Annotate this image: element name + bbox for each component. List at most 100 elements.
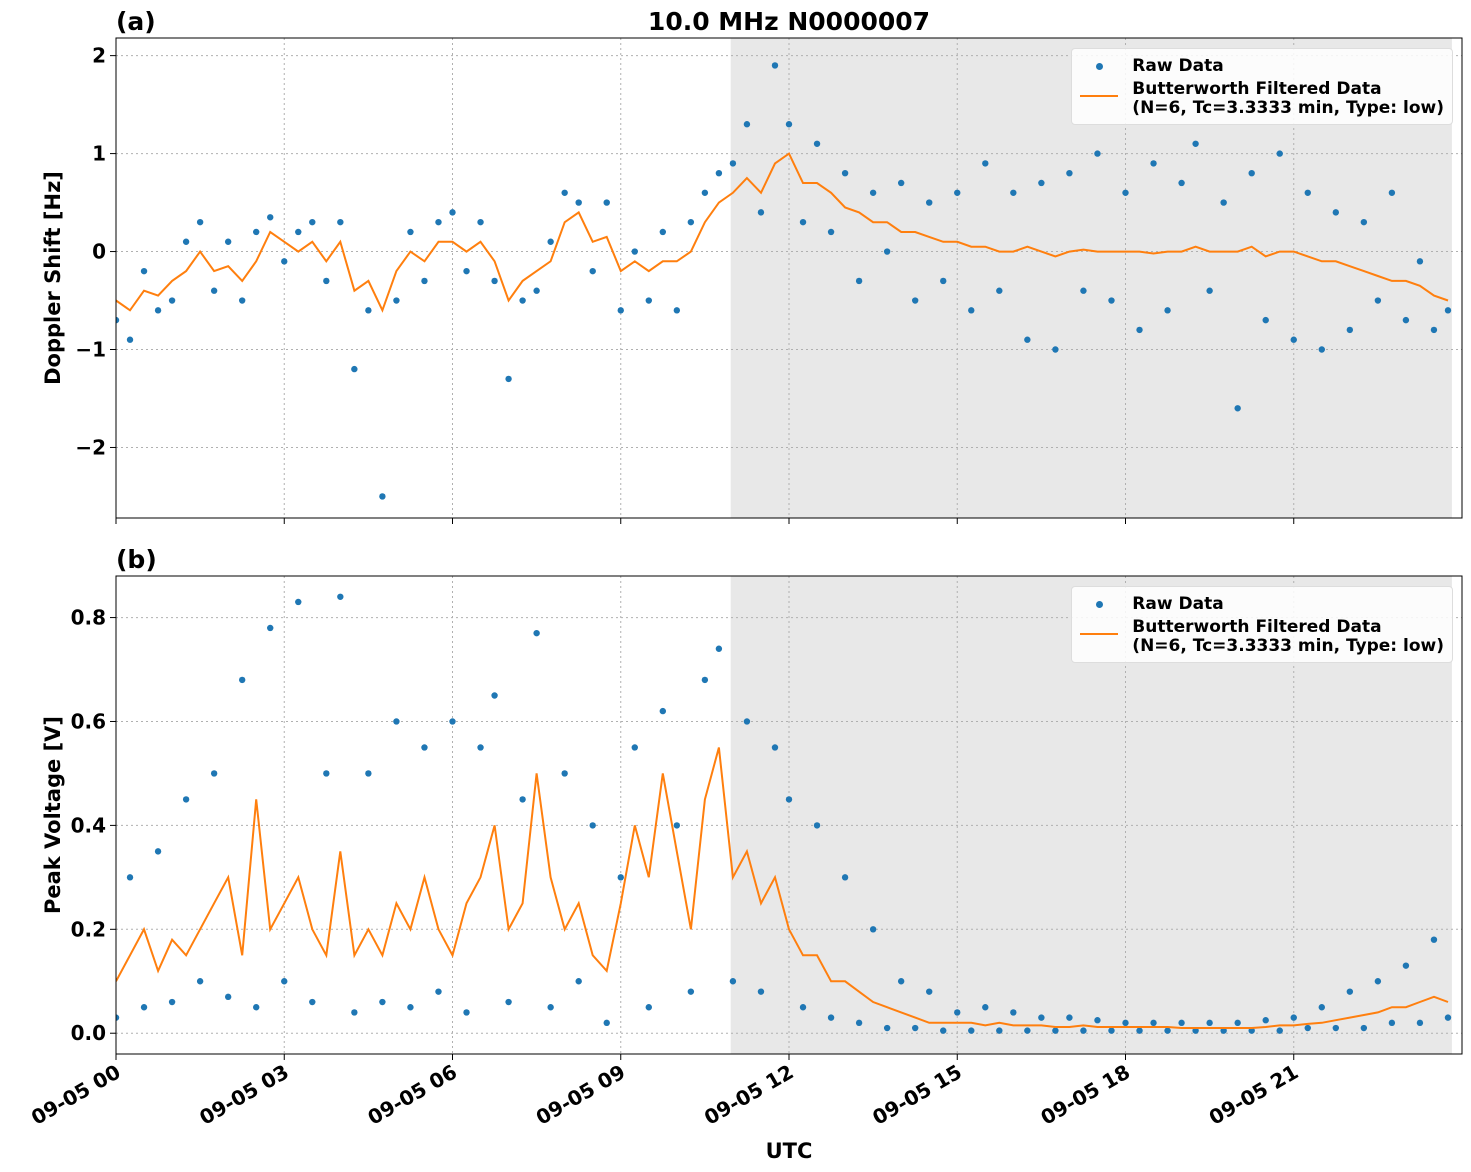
raw-point bbox=[253, 1004, 260, 1011]
raw-point bbox=[687, 218, 695, 226]
raw-point bbox=[351, 1009, 358, 1016]
raw-point bbox=[196, 978, 204, 985]
raw-point bbox=[1038, 179, 1045, 187]
raw-point bbox=[715, 645, 723, 652]
raw-point bbox=[575, 199, 582, 206]
raw-point bbox=[253, 228, 260, 236]
legend-key bbox=[1078, 595, 1118, 614]
y-tick-label: 0.4 bbox=[71, 813, 106, 837]
raw-point bbox=[477, 744, 484, 751]
plot-area bbox=[116, 593, 1452, 1034]
raw-point bbox=[617, 307, 624, 314]
raw-point bbox=[196, 218, 204, 226]
raw-point bbox=[1374, 297, 1382, 304]
raw-point bbox=[897, 978, 905, 985]
raw-point bbox=[982, 1004, 989, 1011]
legend-entry: Butterworth Filtered Data (N=6, Tc=3.333… bbox=[1078, 80, 1444, 118]
raw-point bbox=[968, 307, 975, 314]
raw-point bbox=[1052, 1027, 1059, 1034]
raw-point bbox=[799, 1004, 807, 1011]
raw-point bbox=[238, 297, 246, 304]
raw-point bbox=[140, 1004, 148, 1011]
raw-point bbox=[715, 169, 723, 177]
raw-point bbox=[1248, 169, 1255, 177]
raw-point bbox=[757, 209, 765, 216]
raw-point bbox=[982, 160, 989, 167]
raw-point bbox=[1178, 1019, 1185, 1027]
raw-point bbox=[210, 287, 218, 294]
raw-point bbox=[757, 988, 765, 995]
x-axis-label: UTC bbox=[766, 1139, 813, 1163]
raw-point bbox=[575, 978, 582, 985]
raw-point bbox=[869, 926, 877, 933]
y-tick-label: 0.6 bbox=[71, 709, 106, 733]
raw-point bbox=[1262, 1017, 1269, 1024]
y-tick-label: 0.0 bbox=[71, 1021, 106, 1045]
axes-frame bbox=[115, 575, 1463, 1055]
raw-point bbox=[926, 988, 933, 995]
legend-key bbox=[1078, 80, 1119, 99]
raw-point bbox=[1052, 346, 1059, 353]
x-tick-label: 09-05 09 bbox=[532, 1060, 630, 1130]
raw-point bbox=[561, 189, 568, 196]
raw-point bbox=[1360, 1024, 1368, 1032]
raw-point bbox=[1192, 140, 1199, 147]
raw-point bbox=[729, 978, 737, 985]
raw-point bbox=[533, 629, 540, 637]
raw-point bbox=[617, 874, 624, 881]
raw-point bbox=[743, 121, 751, 128]
raw-point bbox=[1388, 1019, 1396, 1027]
raw-point bbox=[337, 593, 344, 600]
raw-point bbox=[1122, 189, 1129, 196]
raw-point bbox=[1430, 936, 1438, 943]
raw-point bbox=[224, 238, 232, 245]
raw-point bbox=[491, 277, 498, 285]
raw-point bbox=[407, 228, 414, 236]
raw-point bbox=[940, 1027, 947, 1034]
raw-point bbox=[659, 228, 667, 236]
raw-point bbox=[785, 121, 793, 128]
raw-point bbox=[1234, 1019, 1241, 1027]
raw-point bbox=[813, 822, 821, 829]
raw-point bbox=[729, 160, 737, 167]
raw-point bbox=[210, 770, 218, 777]
raw-point bbox=[1276, 1027, 1283, 1034]
raw-point bbox=[1136, 326, 1143, 334]
raw-point bbox=[1108, 1027, 1115, 1034]
raw-point bbox=[1374, 978, 1382, 985]
legend-entry: Butterworth Filtered Data (N=6, Tc=3.333… bbox=[1078, 618, 1444, 656]
raw-point bbox=[182, 796, 190, 803]
raw-point bbox=[533, 287, 540, 294]
raw-point bbox=[224, 993, 232, 1001]
raw-point bbox=[116, 1014, 120, 1021]
y-tick-label: 2 bbox=[92, 44, 106, 68]
raw-point bbox=[1164, 1027, 1171, 1034]
raw-point bbox=[463, 1009, 470, 1016]
raw-point bbox=[1290, 1014, 1297, 1021]
raw-point bbox=[379, 493, 386, 500]
raw-point bbox=[1066, 169, 1073, 177]
raw-point bbox=[140, 267, 148, 275]
raw-point bbox=[1220, 1027, 1227, 1034]
raw-point bbox=[911, 297, 919, 304]
raw-point bbox=[1332, 1024, 1340, 1032]
raw-point bbox=[351, 365, 358, 373]
raw-point bbox=[561, 770, 568, 777]
raw-point bbox=[379, 998, 386, 1006]
raw-point bbox=[267, 624, 274, 632]
raw-point bbox=[1164, 307, 1171, 314]
raw-point bbox=[281, 258, 288, 265]
raw-point bbox=[1024, 1027, 1031, 1034]
legend-label: Raw Data bbox=[1132, 56, 1224, 76]
raw-point bbox=[1024, 336, 1031, 343]
raw-point bbox=[1206, 287, 1213, 294]
raw-point bbox=[659, 707, 667, 715]
raw-point bbox=[603, 1019, 610, 1027]
legend: Raw Data Butterworth Filtered Data (N=6, … bbox=[1071, 48, 1453, 125]
raw-point bbox=[771, 62, 779, 69]
raw-point bbox=[673, 307, 681, 314]
raw-point bbox=[323, 277, 330, 285]
x-tick-label: 09-05 15 bbox=[868, 1060, 966, 1130]
y-tick-label: 0.2 bbox=[71, 917, 106, 941]
legend-marker bbox=[1080, 95, 1119, 97]
